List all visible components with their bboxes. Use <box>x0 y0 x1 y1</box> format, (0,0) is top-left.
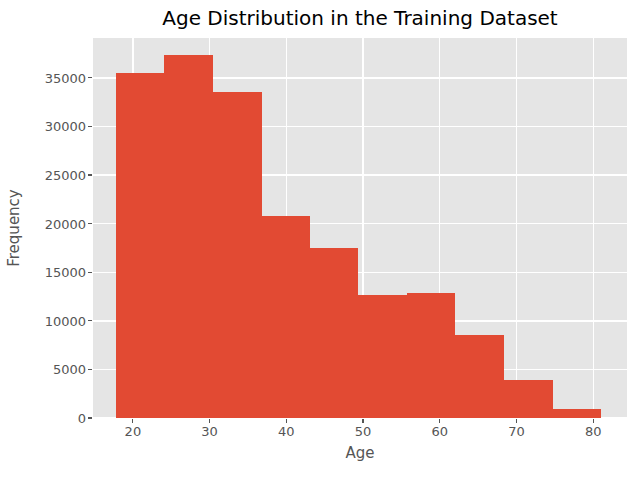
y-tick-mark <box>88 174 92 175</box>
y-tick-label: 5000 <box>53 362 86 377</box>
plot-area <box>93 38 627 418</box>
x-gridline <box>516 38 517 418</box>
x-tick-mark <box>439 419 440 423</box>
histogram-bar <box>116 73 164 418</box>
y-axis-label: Frequency <box>5 189 23 267</box>
x-tick-mark <box>593 419 594 423</box>
histogram-bar <box>213 92 262 418</box>
y-tick-mark <box>88 369 92 370</box>
histogram-bar <box>358 295 406 418</box>
x-tick-label: 70 <box>508 424 525 439</box>
x-tick-label: 30 <box>201 424 218 439</box>
x-tick-label: 60 <box>432 424 449 439</box>
x-tick-mark <box>209 419 210 423</box>
x-axis-label: Age <box>93 444 627 462</box>
histogram-bar <box>455 335 504 418</box>
y-tick-mark <box>88 77 92 78</box>
histogram-bar <box>262 216 310 418</box>
y-tick-label: 20000 <box>45 216 86 231</box>
x-tick-label: 40 <box>278 424 295 439</box>
y-tick-label: 15000 <box>45 265 86 280</box>
x-tick-mark <box>516 419 517 423</box>
y-tick-label: 30000 <box>45 119 86 134</box>
chart-figure: Age Distribution in the Training Dataset… <box>0 0 640 480</box>
y-tick-label: 10000 <box>45 313 86 328</box>
chart-title: Age Distribution in the Training Dataset <box>93 6 627 30</box>
x-tick-label: 20 <box>125 424 142 439</box>
histogram-bar <box>504 380 552 418</box>
y-tick-label: 0 <box>78 411 86 426</box>
x-tick-mark <box>362 419 363 423</box>
histogram-bar <box>164 55 212 418</box>
x-tick-mark <box>132 419 133 423</box>
y-tick-mark <box>88 272 92 273</box>
x-tick-mark <box>286 419 287 423</box>
y-tick-label: 35000 <box>45 70 86 85</box>
y-tick-mark <box>88 223 92 224</box>
y-tick-mark <box>88 417 92 418</box>
y-tick-mark <box>88 320 92 321</box>
histogram-bar <box>553 409 601 418</box>
x-tick-label: 50 <box>355 424 372 439</box>
x-gridline <box>593 38 594 418</box>
y-tick-label: 25000 <box>45 168 86 183</box>
x-tick-label: 80 <box>585 424 602 439</box>
histogram-bar <box>310 248 358 418</box>
y-tick-mark <box>88 126 92 127</box>
histogram-bar <box>407 293 455 418</box>
